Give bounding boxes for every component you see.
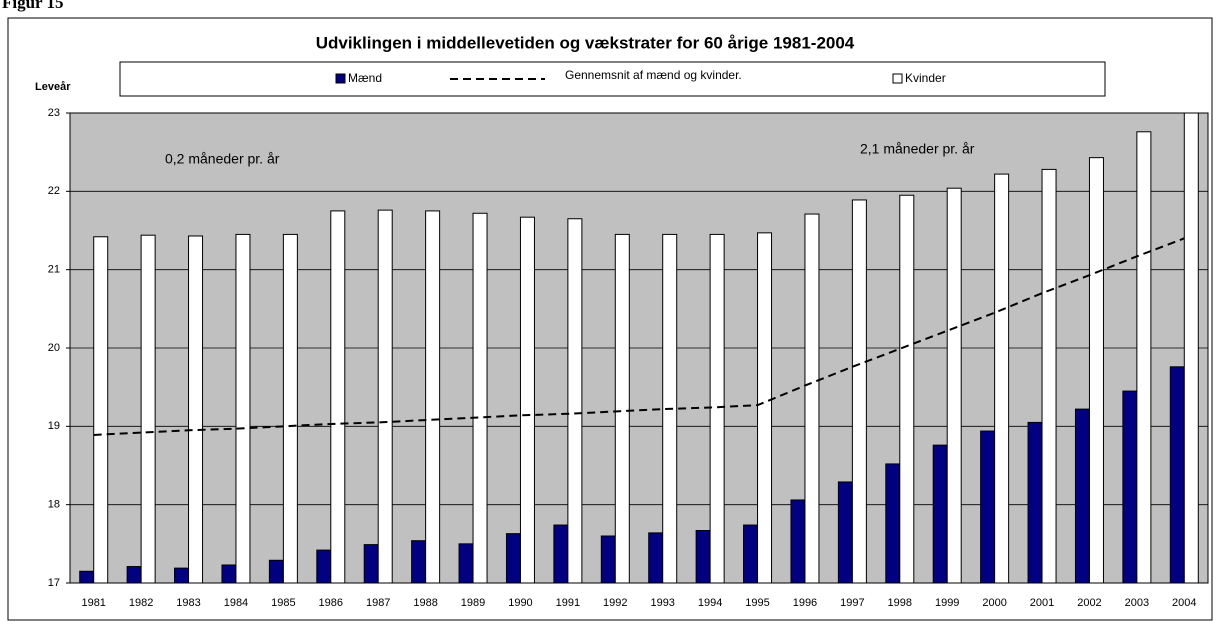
bar [363, 544, 379, 584]
x-tick-label: 1988 [413, 597, 437, 609]
bar [837, 481, 853, 584]
x-tick-label: 1993 [650, 597, 674, 609]
x-tick-label: 1992 [603, 597, 627, 609]
bar [235, 233, 251, 584]
bar [1122, 390, 1138, 584]
y-tick-label: 23 [48, 107, 60, 119]
legend [119, 61, 1106, 97]
legend-label: Mænd [348, 71, 382, 85]
bar [411, 540, 427, 584]
y-axis-label: Leveår [35, 81, 71, 93]
bar [648, 532, 664, 584]
bar [1136, 131, 1152, 584]
y-tick-label: 18 [48, 499, 60, 511]
chart-title: Udviklingen i middellevetiden og vækstra… [316, 33, 855, 52]
x-tick-label: 1995 [745, 597, 769, 609]
y-tick-label: 19 [48, 420, 60, 432]
bar [757, 232, 773, 584]
bar [282, 233, 298, 584]
bar [553, 524, 569, 584]
bar [980, 430, 996, 584]
x-tick-label: 1984 [224, 597, 248, 609]
bar [851, 199, 867, 584]
figure-label: Figur 15 [2, 0, 64, 12]
bar [1183, 112, 1199, 584]
bar [994, 173, 1010, 584]
x-tick-label: 1999 [935, 597, 959, 609]
x-tick-label: 2000 [982, 597, 1006, 609]
x-tick-label: 2003 [1125, 597, 1149, 609]
x-tick-label: 1985 [271, 597, 295, 609]
bar [885, 463, 901, 584]
x-tick-label: 1986 [319, 597, 343, 609]
x-tick-label: 1989 [461, 597, 485, 609]
bar [93, 236, 109, 584]
x-tick-label: 1987 [366, 597, 390, 609]
x-tick-label: 1981 [81, 597, 105, 609]
bar [790, 499, 806, 584]
bar [946, 187, 962, 584]
x-tick-label: 1982 [129, 597, 153, 609]
x-tick-label: 1983 [176, 597, 200, 609]
bar [899, 194, 915, 584]
bar [268, 559, 284, 584]
x-tick-label: 1997 [840, 597, 864, 609]
x-tick-label: 2004 [1172, 597, 1196, 609]
legend-label: Kvinder [905, 71, 946, 85]
bar [1027, 421, 1043, 584]
bar [126, 566, 142, 584]
bar [221, 564, 237, 584]
x-tick-label: 1998 [888, 597, 912, 609]
x-tick-label: 1994 [698, 597, 722, 609]
x-tick-label: 1991 [556, 597, 580, 609]
bar [1041, 168, 1057, 584]
bar [1169, 366, 1185, 584]
bar [140, 234, 156, 584]
annotation: 0,2 måneder pr. år [165, 151, 280, 167]
bar [377, 209, 393, 584]
bar [316, 549, 332, 584]
bar [695, 530, 711, 584]
bar [505, 533, 521, 584]
x-tick-label: 1990 [508, 597, 532, 609]
x-tick-label: 1996 [793, 597, 817, 609]
bar [567, 218, 583, 584]
bar [188, 235, 204, 584]
x-tick-label: 2001 [1030, 597, 1054, 609]
bar [174, 567, 190, 584]
bar [79, 570, 95, 584]
bar [709, 233, 725, 584]
legend-label: Gennemsnit af mænd og kvinder. [565, 68, 742, 82]
bar [804, 213, 820, 584]
y-tick-label: 17 [48, 577, 60, 589]
y-tick-label: 20 [48, 342, 60, 354]
bar [1088, 157, 1104, 584]
annotation: 2,1 måneder pr. år [860, 141, 975, 157]
line-series [93, 237, 1185, 436]
bar [330, 210, 346, 584]
bar [614, 233, 630, 584]
legend-swatch [892, 73, 903, 84]
bar [1074, 408, 1090, 584]
bar [472, 212, 488, 584]
x-tick-label: 2002 [1077, 597, 1101, 609]
bar [519, 216, 535, 584]
bar [425, 210, 441, 584]
y-tick-label: 22 [48, 185, 60, 197]
y-tick-label: 21 [48, 264, 60, 276]
bar [743, 524, 759, 584]
legend-swatch [335, 73, 346, 84]
bar [600, 535, 616, 584]
bar [458, 543, 474, 584]
bar [932, 444, 948, 584]
